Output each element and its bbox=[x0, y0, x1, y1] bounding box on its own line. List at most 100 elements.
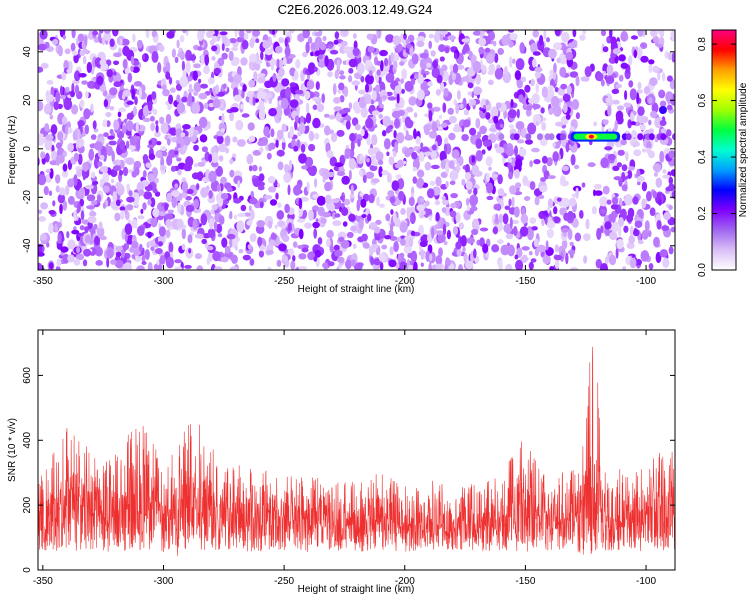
spectrogram-signal-cell bbox=[513, 133, 520, 141]
spectrogram-cell bbox=[257, 73, 266, 78]
spectrogram-cell bbox=[540, 107, 545, 114]
spectrogram-cell bbox=[298, 197, 303, 210]
spectrogram-cell bbox=[298, 153, 307, 164]
spectrogram-cell bbox=[602, 46, 609, 53]
spectrogram-cell bbox=[359, 192, 364, 197]
spectrogram-cell bbox=[231, 47, 239, 51]
spectrogram-cell bbox=[556, 141, 562, 146]
spectrogram-cell bbox=[336, 266, 340, 270]
spectrogram-cell bbox=[662, 169, 667, 174]
spectrogram-cell bbox=[165, 229, 171, 238]
spectrogram-cell bbox=[221, 237, 228, 248]
spectrogram-cell bbox=[252, 96, 256, 106]
spectrogram-cell bbox=[379, 103, 384, 109]
spectrogram-cell bbox=[98, 221, 103, 230]
spectrogram-cell bbox=[83, 108, 91, 120]
spectrogram-cell bbox=[40, 202, 48, 210]
spectrogram-cell bbox=[125, 140, 130, 149]
spectrogram-cell bbox=[181, 191, 188, 198]
spectrogram-cell bbox=[431, 226, 435, 239]
spectrogram-cell bbox=[554, 259, 560, 270]
spectrogram-cell bbox=[361, 214, 367, 218]
spectrogram-cell bbox=[334, 69, 339, 80]
spectrogram-cell bbox=[519, 42, 525, 54]
spectrogram-cell bbox=[110, 259, 117, 265]
spectrogram-cell bbox=[504, 65, 508, 76]
spectrogram-cell bbox=[641, 181, 648, 192]
spectrogram-cell bbox=[234, 214, 238, 220]
spectrogram-cell bbox=[561, 239, 568, 250]
spectrogram-cell bbox=[292, 241, 298, 248]
spectrogram-cell bbox=[61, 170, 69, 178]
spectrogram-cell bbox=[554, 86, 559, 93]
spectrogram-cell bbox=[419, 240, 428, 248]
colorbar-tick-label: 0.8 bbox=[697, 37, 708, 51]
spectrogram-cell bbox=[294, 120, 298, 131]
spectrogram-cell bbox=[220, 256, 229, 263]
spectrogram-cell bbox=[284, 37, 288, 47]
spectrogram-cell bbox=[188, 88, 194, 93]
spectrogram-cell bbox=[668, 246, 674, 255]
spectrogram-cell bbox=[612, 48, 621, 55]
spectrogram-cell bbox=[339, 75, 346, 80]
spectrogram-cell bbox=[103, 32, 112, 41]
spectrogram-cell bbox=[456, 64, 465, 70]
spectrogram-cell bbox=[444, 46, 450, 54]
spectrogram-cell bbox=[95, 246, 103, 257]
spectrogram-cell bbox=[612, 221, 619, 233]
spectrogram-cell bbox=[646, 141, 652, 150]
spectrogram-cell bbox=[82, 259, 88, 267]
spectrogram-cell bbox=[308, 130, 315, 142]
spectrogram-cell bbox=[497, 188, 505, 197]
spectrogram-cell bbox=[661, 225, 670, 232]
spectrogram-cell bbox=[269, 239, 276, 246]
spectrogram-cell bbox=[367, 46, 375, 53]
spectrogram-cell bbox=[229, 38, 237, 44]
spectrogram-cell bbox=[181, 60, 185, 72]
spectrogram-cell bbox=[609, 254, 617, 266]
spectrogram-cell bbox=[594, 190, 603, 196]
spectrogram-cell bbox=[247, 244, 252, 250]
spectrogram-cell bbox=[491, 244, 500, 253]
spectrogram-cell bbox=[127, 72, 133, 83]
spectrogram-cell bbox=[109, 38, 115, 47]
spectrogram-cell bbox=[620, 30, 628, 42]
spectrogram-cell bbox=[365, 59, 372, 68]
spectrogram-cell bbox=[346, 231, 354, 239]
spectrogram-cell bbox=[268, 143, 273, 152]
spectrogram-cell bbox=[539, 185, 548, 193]
spectrogram-cell bbox=[297, 245, 304, 249]
spectrogram-cell bbox=[334, 213, 341, 218]
spectrogram-cell bbox=[231, 59, 239, 66]
spectrogram-cell bbox=[188, 83, 193, 90]
spectrogram-cell bbox=[99, 154, 105, 161]
spectrogram-cell bbox=[463, 252, 468, 263]
spectrogram-cell bbox=[438, 247, 443, 257]
spectrogram-cell bbox=[110, 178, 115, 184]
spectrogram-cell bbox=[569, 71, 579, 78]
spectrogram-cell bbox=[208, 190, 213, 199]
spectrogram-cell bbox=[637, 106, 645, 116]
spectrogram-cell bbox=[56, 258, 62, 268]
spectrogram-cell bbox=[274, 224, 278, 229]
spectrogram-cell bbox=[185, 156, 194, 168]
spectrogram-cell bbox=[379, 262, 384, 270]
spectrogram-cell bbox=[395, 236, 402, 243]
spectrogram-cell bbox=[247, 122, 255, 131]
spectrogram-cell bbox=[371, 134, 378, 146]
spectrogram-cell bbox=[435, 263, 443, 270]
spectrogram-cell bbox=[584, 66, 592, 78]
spectrogram-cell bbox=[579, 210, 584, 219]
spectrogram-cell bbox=[314, 178, 318, 188]
spectrogram-cell bbox=[546, 220, 556, 229]
spectrogram-cell bbox=[181, 96, 188, 103]
spectrogram-cell bbox=[148, 140, 153, 145]
spectrogram-cell bbox=[85, 184, 94, 190]
spectrogram-cell bbox=[282, 234, 290, 242]
spectrogram-cell bbox=[416, 169, 425, 178]
spectrogram-cell bbox=[400, 208, 406, 215]
spectrogram-cell bbox=[84, 124, 90, 135]
spectrogram-cell bbox=[557, 87, 566, 96]
spectrogram-cell bbox=[404, 148, 411, 158]
spectrogram-cell bbox=[115, 182, 122, 188]
